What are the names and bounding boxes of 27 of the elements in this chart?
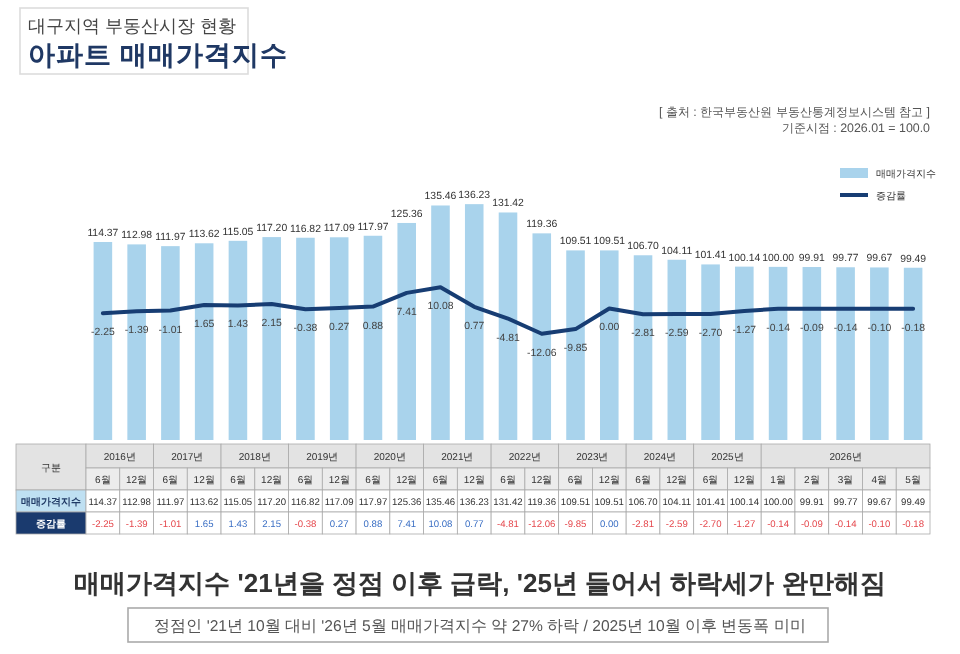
bar (262, 237, 281, 440)
bar (802, 267, 822, 440)
bar (870, 267, 889, 440)
bar (633, 255, 653, 440)
bar (397, 222, 416, 440)
bar (127, 244, 146, 440)
bar (228, 240, 248, 440)
chart-title: 아파트 매매가격지수 (28, 40, 288, 70)
bar (600, 250, 619, 440)
bar (667, 259, 687, 440)
bar (363, 235, 383, 440)
bar (701, 264, 720, 440)
bar (296, 237, 315, 440)
bar (431, 205, 450, 440)
bar (93, 241, 113, 440)
bar (161, 246, 180, 440)
bar (768, 266, 788, 440)
bar (498, 212, 518, 440)
text: 매매가격지수 '21년을 정점 이후 급락, '25년 들어서 하락세가 완만해짐 (74, 568, 886, 598)
bar (903, 267, 923, 440)
bar (329, 237, 349, 440)
bar (194, 243, 214, 440)
bar (464, 204, 484, 440)
bar (566, 250, 585, 440)
chart-subtitle: 대구지역 부동산시장 현황 (28, 16, 237, 36)
bar (836, 267, 855, 440)
bar (735, 266, 754, 440)
